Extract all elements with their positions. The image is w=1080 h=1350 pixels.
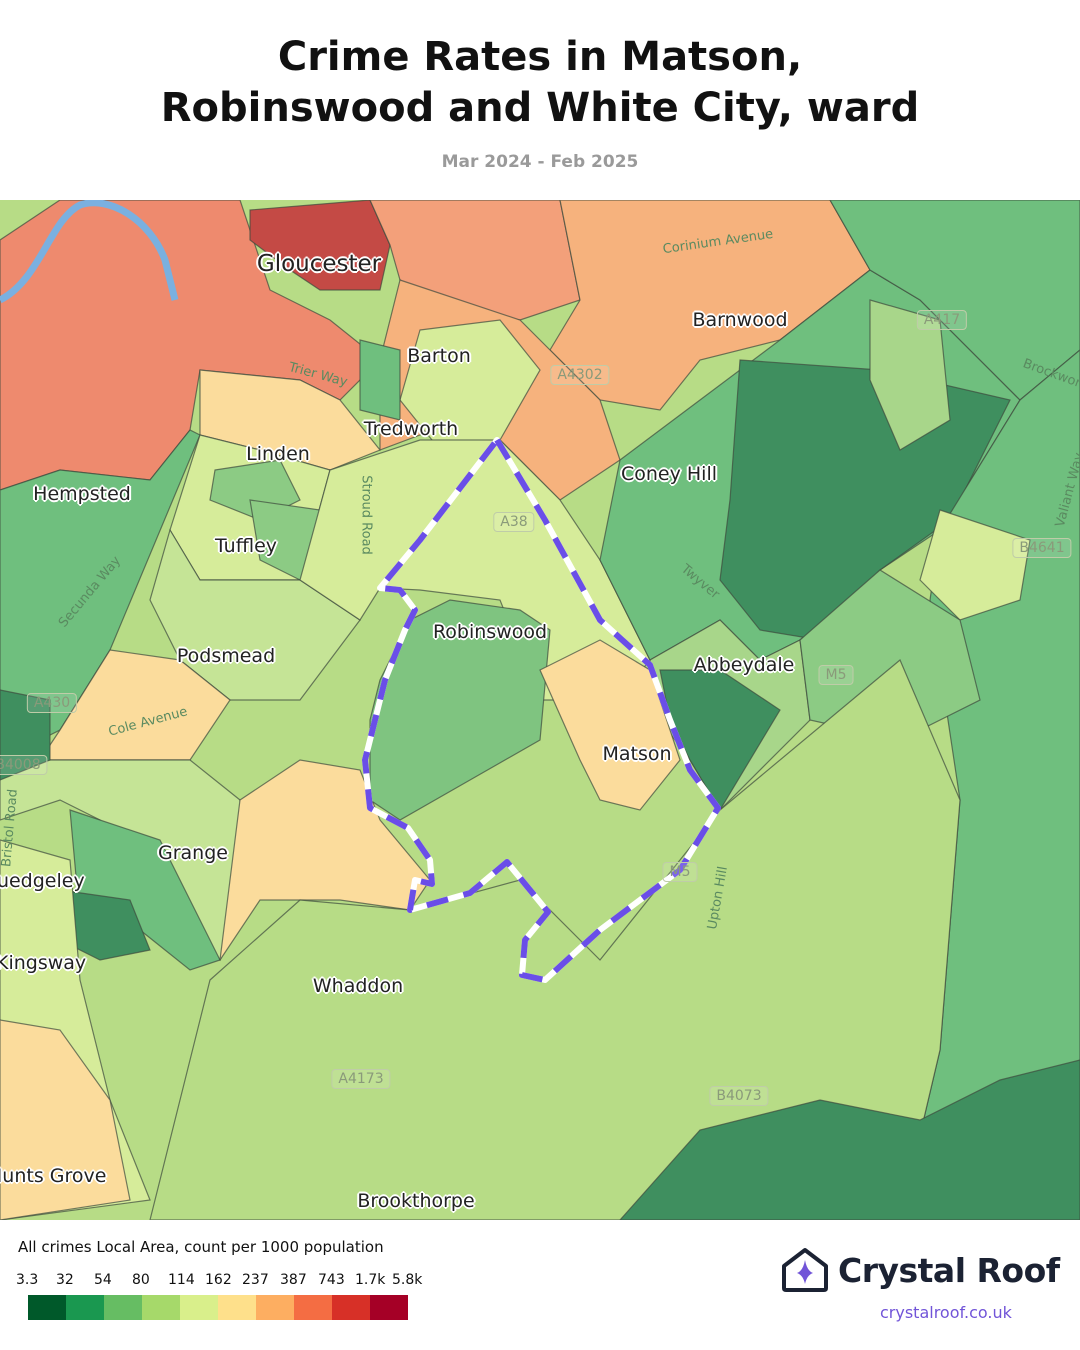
area-tuffley (149, 528, 361, 701)
place-label-brookthorpe: Brookthorpe (357, 1190, 475, 1212)
legend-swatch (218, 1295, 256, 1320)
road-badge: M5 (818, 665, 854, 685)
road-badge: A417 (916, 310, 968, 330)
place-label-whaddon: Whaddon (312, 975, 404, 997)
street-label: Stroud Road (358, 475, 374, 555)
legend-tick: 32 (56, 1272, 74, 1288)
road-badge: A4302 (550, 365, 610, 385)
area-barton-green (359, 339, 401, 421)
place-label-hunts-grove: Hunts Grove (0, 1165, 107, 1187)
legend-tick: 237 (242, 1272, 269, 1288)
legend-tick: 743 (318, 1272, 345, 1288)
area-matson-north (539, 639, 681, 811)
area-hucclecote-light (869, 299, 951, 451)
place-label-tredworth: Tredworth (363, 418, 459, 440)
legend-swatch (294, 1295, 332, 1320)
legend-swatch (28, 1295, 66, 1320)
legend-tick: 162 (205, 1272, 232, 1288)
road-badge: B4641 (1012, 538, 1072, 558)
road-badge: A430 (26, 693, 78, 713)
area-south-east-dark (619, 1059, 1080, 1220)
legend-swatch (332, 1295, 370, 1320)
legend-title: All crimes Local Area, count per 1000 po… (18, 1238, 384, 1256)
place-label-gloucester: Gloucester (256, 251, 382, 277)
area-robinswood-hill (369, 599, 551, 821)
area-abbeymead (799, 569, 981, 741)
page-title: Crime Rates in Matson, Robinswood and Wh… (160, 34, 920, 131)
legend-color-bar (28, 1295, 408, 1320)
road-badge: A38 (493, 512, 535, 532)
road-badge: B4008 (0, 755, 48, 775)
legend-tick: 80 (132, 1272, 150, 1288)
place-label-matson: Matson (602, 743, 672, 765)
brand-name: Crystal Roof (838, 1250, 1060, 1290)
road-badge: B4073 (709, 1086, 769, 1106)
place-label-abbeydale: Abbeydale (693, 654, 795, 676)
crime-map[interactable]: Corinium Avenue Trier Way Stroud Road Se… (0, 200, 1080, 1220)
place-label-grange: Grange (158, 842, 228, 864)
place-label-hempsted: Hempsted (33, 483, 131, 505)
place-label-podsmead: Podsmead (176, 645, 276, 667)
legend-tick: 3.3 (16, 1272, 39, 1288)
legend-tick: 114 (168, 1272, 195, 1288)
brand-url-link[interactable]: crystalroof.co.uk (880, 1303, 1012, 1322)
road-badge: A4173 (331, 1069, 391, 1089)
period-subtitle: Mar 2024 - Feb 2025 (441, 152, 639, 172)
legend-swatch (256, 1295, 294, 1320)
area-brockworth-light (919, 509, 1031, 621)
ward-boundary (362, 437, 721, 983)
place-label-linden: Linden (246, 443, 310, 465)
area-kingsway (0, 1019, 131, 1220)
place-label-quedgeley: Quedgeley (0, 870, 85, 892)
legend-tick: 387 (280, 1272, 307, 1288)
place-label-barnwood: Barnwood (692, 309, 788, 331)
place-label-coney-hill: Coney Hill (620, 463, 718, 485)
house-sparkle-icon (782, 1248, 828, 1292)
place-label-tuffley: Tuffley (214, 535, 278, 557)
legend-swatch (104, 1295, 142, 1320)
place-label-robinswood: Robinswood (432, 621, 548, 643)
legend-swatch (142, 1295, 180, 1320)
legend-swatch (66, 1295, 104, 1320)
road-badge: M5 (662, 862, 698, 882)
brand-logo[interactable]: Crystal Roof (780, 1246, 1060, 1294)
legend-swatch (180, 1295, 218, 1320)
river-severn (0, 200, 179, 304)
place-label-barton: Barton (407, 345, 471, 367)
legend-swatch (370, 1295, 408, 1320)
legend-tick: 5.8k (392, 1272, 423, 1288)
place-label-kingsway: Kingsway (0, 952, 87, 974)
choropleth-layer (0, 200, 1080, 1220)
legend-tick: 54 (94, 1272, 112, 1288)
legend-tick: 1.7k (355, 1272, 386, 1288)
area-white-city-west (219, 759, 431, 961)
